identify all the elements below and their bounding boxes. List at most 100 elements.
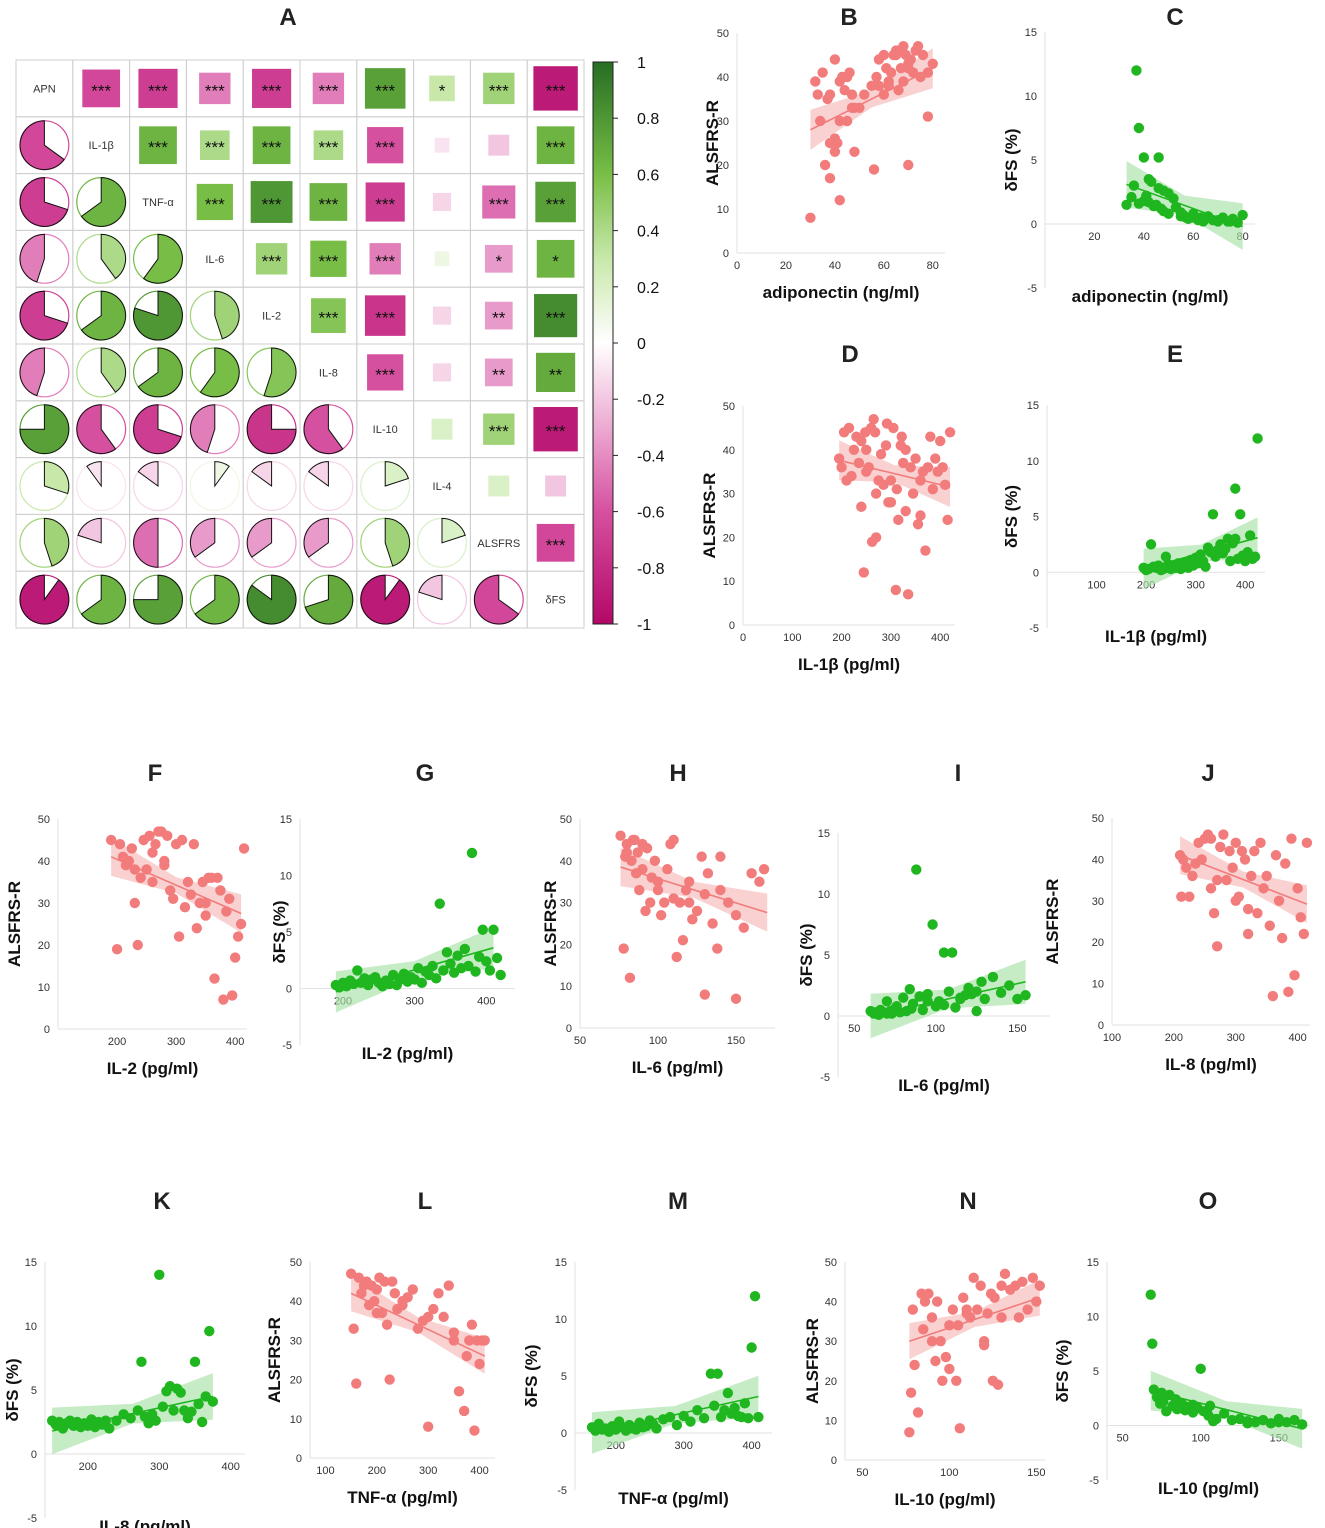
data-point [652,884,664,896]
data-point [730,993,742,1004]
data-point [179,902,191,913]
data-point [922,988,933,1000]
data-point [947,1304,959,1315]
y-axis-label: ALSFRS-R [5,881,24,967]
y-axis-label: ALSFRS-R [703,100,722,186]
significance-stars: *** [546,195,566,214]
x-tick-label: 100 [783,632,801,644]
data-point [1239,854,1251,865]
variable-label: ALSFRS [477,538,520,550]
data-point [749,1291,761,1302]
data-point [958,1292,969,1303]
data-point [898,992,909,1003]
x-tick-label: 50 [856,1467,868,1479]
data-point [927,484,939,495]
significance-stars: * [495,252,502,271]
corr-square [255,243,288,275]
data-point [1208,908,1220,919]
y-tick-label: 10 [717,204,729,216]
y-tick-label: 0 [723,248,729,260]
corr-pie [251,461,273,487]
corr-square [535,181,576,223]
data-point [907,1304,919,1315]
x-tick-label: 150 [1008,1023,1026,1035]
x-tick-label: 60 [1187,231,1199,243]
data-point [902,589,914,600]
data-point [136,1356,147,1368]
x-tick-label: 100 [927,1023,945,1035]
corr-square [434,251,450,267]
data-point [912,1407,924,1418]
data-point [1218,829,1229,840]
data-point [1022,1304,1033,1315]
y-axis-label: δFS (%) [1002,128,1021,191]
corr-square [200,130,230,160]
data-point [869,427,881,438]
data-point [641,843,653,854]
significance-stars: *** [205,138,225,157]
corr-square [82,69,121,108]
corr-square [250,181,293,223]
data-point [1235,509,1246,520]
data-point [353,1272,365,1283]
corr-pie [19,177,69,227]
data-point [1013,1312,1025,1323]
significance-stars: *** [318,309,338,328]
x-axis-label: IL-8 (pg/ml) [99,1517,191,1528]
data-point [671,951,682,963]
data-point [167,893,179,904]
data-point [1203,1410,1214,1421]
x-axis-label: TNF-α (pg/ml) [347,1488,458,1507]
colorbar-tick-label: -0.6 [637,505,665,522]
y-axis-label: ALSFRS-R [1043,879,1062,965]
data-point [817,67,828,78]
data-point [905,54,916,65]
data-point [469,1425,480,1436]
panel-n-scatter: N 0 10 20 30 40 50 50 100 150 IL-10 (pg/ml) ALSFRS-… [803,1188,1045,1509]
panel-d-scatter: D 0 10 20 30 40 50 0 100 200 300 400 IL-1β (pg/ml) AL… [700,341,956,674]
corr-square [309,183,348,221]
y-tick-label: 5 [1093,1366,1099,1378]
data-point [812,89,823,100]
data-point [191,923,202,934]
y-tick-label: 0 [296,1453,302,1465]
data-point [927,58,938,69]
data-point [1143,174,1154,185]
data-point [1211,874,1223,886]
corr-square [432,192,452,212]
data-point [1286,833,1297,844]
y-tick-label: 0 [1033,567,1039,579]
data-point [1249,845,1260,857]
data-point [995,987,1007,999]
data-point [684,897,695,908]
x-tick-label: 400 [1236,579,1254,591]
y-tick-label: 40 [1092,854,1104,866]
data-point [1230,895,1241,906]
data-point [154,1269,165,1281]
data-point [890,584,902,596]
corr-square [484,301,513,330]
data-point [712,1368,723,1379]
data-point [1158,1396,1169,1407]
data-point [356,1288,367,1299]
regression-line [909,1296,1041,1342]
data-point [819,159,831,171]
data-point [461,1350,472,1362]
data-point [753,1411,764,1423]
y-tick-label: 15 [1087,1257,1099,1269]
data-point [1255,837,1266,849]
data-point [1252,908,1263,919]
data-point [1249,551,1261,562]
regression-line [1179,854,1308,905]
data-point [729,1402,740,1414]
corr-square [545,475,567,497]
data-point [147,876,158,888]
data-point [196,1416,208,1428]
x-tick-label: 100 [1192,1433,1210,1445]
data-point [912,41,924,52]
x-tick-label: 20 [780,260,792,272]
y-tick-label: 30 [717,116,729,128]
data-point [207,1396,219,1407]
y-axis-label: δFS (%) [797,923,816,986]
y-tick-label: 20 [825,1376,837,1388]
